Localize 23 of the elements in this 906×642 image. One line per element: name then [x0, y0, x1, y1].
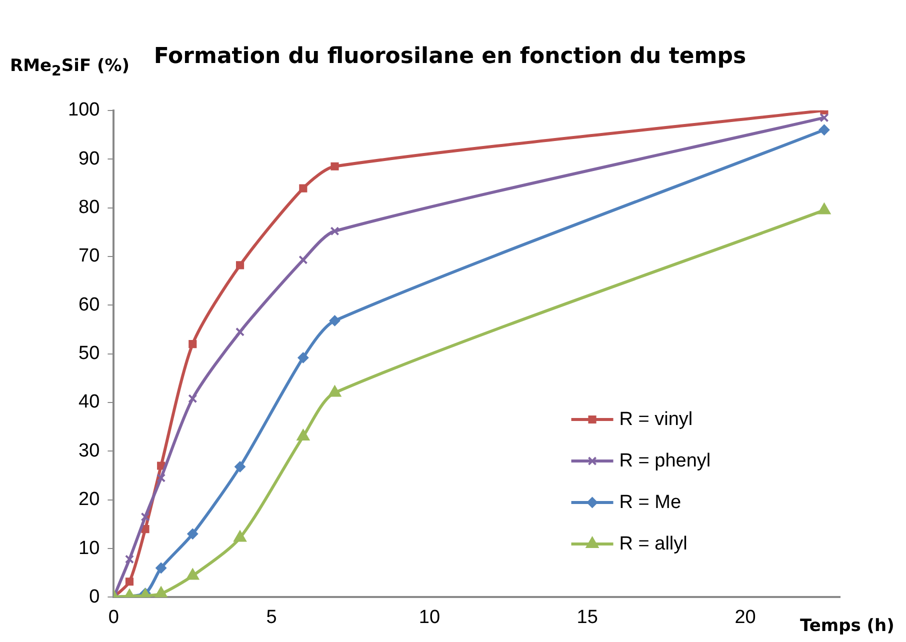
y-tick-label: 30 [78, 440, 100, 462]
legend-label: R = vinyl [619, 408, 693, 430]
y-tick-label: 90 [78, 148, 100, 170]
x-tick-label: 0 [108, 606, 119, 628]
y-tick-label: 80 [78, 196, 100, 218]
x-tick-label: 5 [266, 606, 277, 628]
y-tick-label: 100 [68, 100, 100, 121]
y-tick-label: 20 [78, 489, 100, 510]
y-tick-label: 0 [89, 586, 100, 608]
x-tick-label: 15 [576, 606, 598, 628]
legend-label: R = Me [619, 492, 682, 513]
legend-label: R = allyl [619, 533, 688, 554]
x-tick-label: 20 [734, 606, 756, 628]
y-tick-label: 40 [78, 392, 100, 413]
y-axis-title: RMe$_{2}$SiF (%) [10, 56, 130, 80]
chart-title: Formation du fluorosilane en fonction du temps [154, 44, 746, 69]
x-tick-label: 10 [418, 606, 440, 628]
y-tick-label: 60 [78, 294, 100, 316]
y-tick-label: 70 [78, 246, 100, 267]
x-axis-title: Temps (h) [800, 616, 894, 636]
y-tick-label: 50 [78, 343, 100, 364]
y-tick-label: 10 [78, 538, 100, 559]
legend-label: R = phenyl [619, 450, 711, 472]
